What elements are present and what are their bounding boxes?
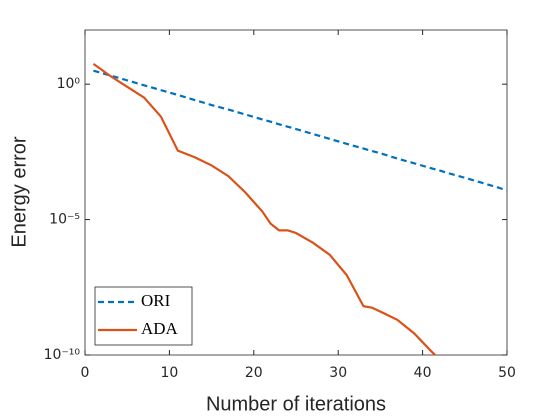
series-line	[93, 69, 507, 192]
legend-label: ORI	[141, 291, 171, 310]
x-tick-label: 0	[81, 365, 90, 381]
x-tick-label: 20	[245, 365, 263, 381]
x-tick-label: 40	[414, 365, 432, 381]
x-tick-label: 30	[329, 365, 347, 381]
legend-label: ADA	[141, 319, 179, 338]
y-tick-label: 10⁻⁵	[49, 212, 80, 228]
y-tick-label: 10⁰	[57, 76, 81, 92]
x-tick-label: 50	[498, 365, 516, 381]
legend-box	[94, 286, 193, 346]
series-line	[92, 63, 437, 355]
plot-frame	[84, 29, 508, 356]
x-tick-label: 10	[160, 365, 178, 381]
y-tick-label: 10⁻¹⁰	[44, 347, 81, 363]
y-axis-label: Energy error	[8, 136, 30, 247]
plot-lines	[92, 63, 507, 355]
x-axis-label: Number of iterations	[206, 393, 386, 415]
